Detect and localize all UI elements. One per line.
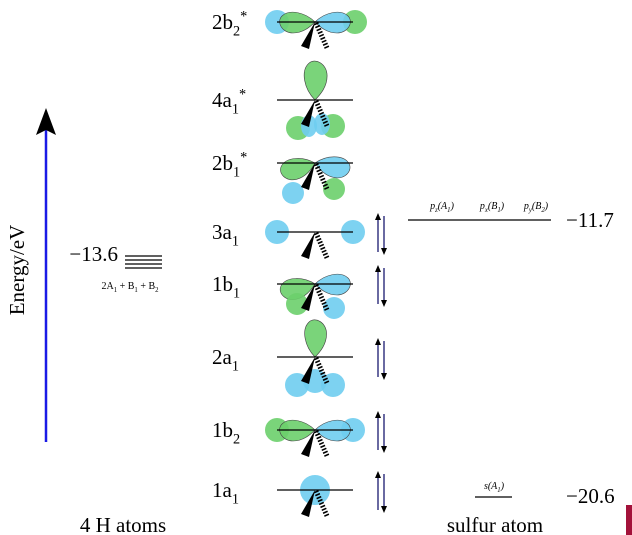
mo-diagram: Energy/eV −13.6 2A1 + B1 + B2 4 H atoms … bbox=[0, 0, 632, 535]
hydrogen-energy: −13.6 bbox=[69, 242, 118, 266]
label-part: 1 bbox=[232, 491, 239, 507]
label-part: + B bbox=[138, 281, 156, 292]
label-part: 1 bbox=[232, 101, 239, 117]
orbital-picture bbox=[300, 475, 330, 517]
label-part: ) bbox=[500, 481, 505, 492]
s-orbital-label: s(A1) bbox=[484, 481, 505, 494]
label-part: 2b bbox=[212, 10, 233, 34]
label-part: 1 bbox=[232, 233, 239, 249]
label-part: 1a bbox=[212, 478, 233, 502]
mo-label: 2b1* bbox=[212, 150, 247, 181]
label-part: 1 bbox=[233, 285, 240, 301]
mo-label: 2a1 bbox=[212, 345, 239, 374]
orbital-picture bbox=[285, 320, 345, 397]
mo-label: 1a1 bbox=[212, 478, 239, 507]
mo-label: 1b1 bbox=[212, 272, 240, 301]
s-energy: −20.6 bbox=[566, 484, 615, 508]
label-part: 1b bbox=[212, 418, 233, 442]
spin-down-head bbox=[381, 446, 387, 453]
spin-up-head bbox=[375, 213, 381, 220]
p-orbital-label: py(B2) bbox=[523, 201, 549, 214]
electron-pair bbox=[375, 213, 387, 255]
spin-down-head bbox=[381, 506, 387, 513]
mo-label: 1b2 bbox=[212, 418, 240, 447]
label-part: 2a bbox=[212, 345, 233, 369]
hydrogen-levels bbox=[125, 256, 162, 268]
label-part: * bbox=[240, 150, 247, 166]
mo-label: 3a1 bbox=[212, 220, 239, 249]
label-part: ) bbox=[500, 201, 505, 212]
label-part: 1b bbox=[212, 272, 233, 296]
label-part: 2 bbox=[233, 23, 240, 39]
orbital-picture bbox=[265, 418, 365, 457]
spin-up-head bbox=[375, 338, 381, 345]
spin-down-head bbox=[381, 248, 387, 255]
spin-up-head bbox=[375, 471, 381, 478]
mo-label: 2b2* bbox=[212, 9, 247, 40]
spin-up-head bbox=[375, 265, 381, 272]
orbital-picture bbox=[265, 10, 367, 49]
orbital-picture bbox=[278, 153, 351, 204]
edge-marker bbox=[626, 505, 632, 535]
electron-pair bbox=[375, 265, 387, 307]
spin-up-head bbox=[375, 411, 381, 418]
mo-label: 4a1* bbox=[212, 87, 246, 118]
p-energy: −11.7 bbox=[566, 208, 614, 232]
label-part: 3a bbox=[212, 220, 233, 244]
label-part: 1 bbox=[232, 358, 239, 374]
label-part: + B bbox=[117, 281, 135, 292]
orbital-picture bbox=[278, 274, 350, 319]
label-part: ) bbox=[450, 201, 455, 212]
electron-pair bbox=[375, 411, 387, 453]
label-part: * bbox=[240, 9, 247, 25]
spin-down-head bbox=[381, 300, 387, 307]
label-part: 4a bbox=[212, 88, 233, 112]
sulfur-caption: sulfur atom bbox=[447, 513, 543, 535]
label-part: (B bbox=[532, 201, 541, 212]
hydrogen-symmetry: 2A1 + B1 + B2 bbox=[101, 281, 159, 294]
orbital-picture bbox=[265, 220, 365, 259]
axis-label: Energy/eV bbox=[5, 225, 29, 316]
label-part: 1 bbox=[233, 164, 240, 180]
label-part: 2A bbox=[101, 281, 114, 292]
hydrogen-caption: 4 H atoms bbox=[80, 513, 166, 535]
label-part: (B bbox=[488, 201, 497, 212]
label-part: 2 bbox=[155, 287, 159, 294]
p-orbital-label: pz(A1) bbox=[429, 201, 455, 214]
label-part: ) bbox=[544, 201, 549, 212]
label-part: 2 bbox=[233, 431, 240, 447]
label-part: * bbox=[239, 87, 246, 103]
label-part: s(A bbox=[484, 481, 498, 492]
p-orbital-label: px(B1) bbox=[479, 201, 505, 214]
spin-down-head bbox=[381, 373, 387, 380]
label-part: 2b bbox=[212, 151, 233, 175]
electron-pair bbox=[375, 338, 387, 380]
electron-pair bbox=[375, 471, 387, 513]
